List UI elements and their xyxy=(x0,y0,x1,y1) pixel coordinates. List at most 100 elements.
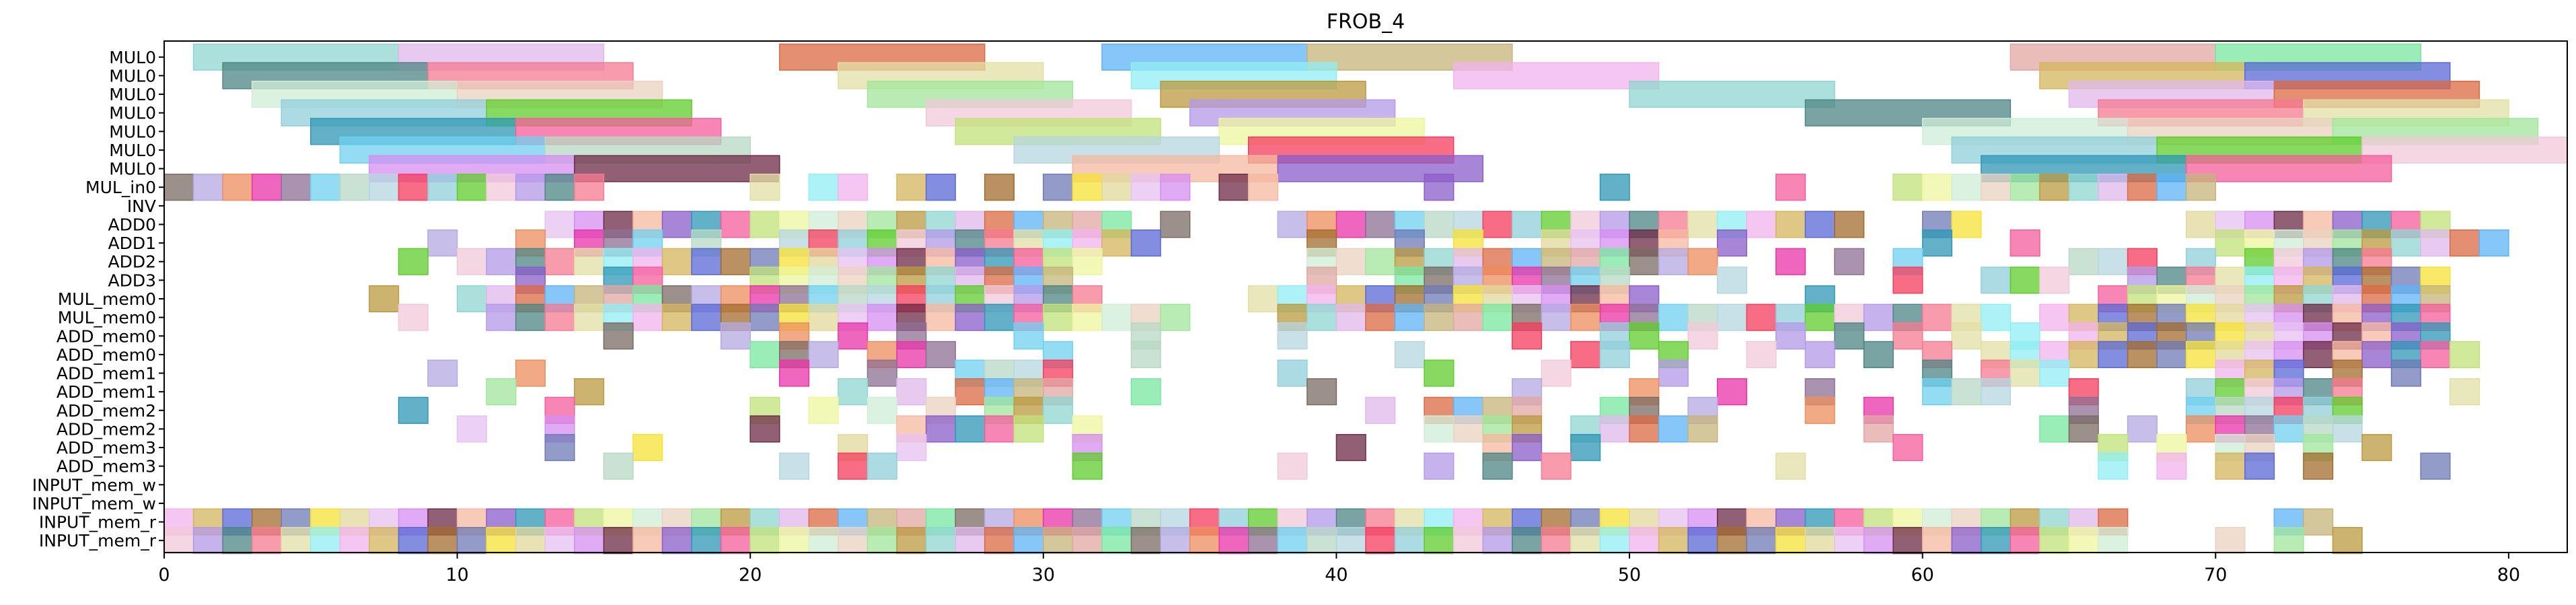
gantt-bar xyxy=(1335,433,1366,462)
gantt-bar xyxy=(574,378,605,406)
gantt-bar xyxy=(339,174,370,201)
gantt-bar xyxy=(1335,211,1366,238)
gantt-bar xyxy=(779,527,810,555)
y-tick-label: ADD_mem0 xyxy=(57,326,156,346)
gantt-bar xyxy=(1981,304,2012,331)
gantt-bar xyxy=(1394,304,1425,331)
gantt-bar xyxy=(1452,304,1483,331)
gantt-bar xyxy=(1424,527,1455,555)
gantt-bar xyxy=(2039,266,2070,294)
gantt-bar xyxy=(544,527,575,555)
gantt-bar xyxy=(1599,341,1630,368)
gantt-bar xyxy=(2039,174,2070,201)
gantt-bar xyxy=(1599,415,1630,443)
gantt-bar xyxy=(1804,527,1835,555)
gantt-bar xyxy=(749,304,780,331)
gantt-bar xyxy=(749,211,780,238)
gantt-bar xyxy=(1424,211,1455,238)
gantt-bar xyxy=(749,415,780,443)
gantt-bar xyxy=(2098,452,2129,480)
gantt-bar xyxy=(456,174,487,201)
gantt-bar xyxy=(1452,415,1483,443)
gantt-bar xyxy=(544,304,575,331)
gantt-bar xyxy=(281,527,311,555)
gantt-bar xyxy=(1072,304,1103,331)
gantt-bar xyxy=(2332,527,2363,555)
gantt-bar xyxy=(2068,174,2099,201)
gantt-bar xyxy=(2010,174,2040,201)
gantt-bar xyxy=(925,527,956,555)
gantt-bar xyxy=(2244,452,2275,480)
gantt-bar xyxy=(1160,527,1191,555)
y-tick-label: INPUT_mem_r xyxy=(39,513,157,532)
gantt-bar xyxy=(2185,174,2217,201)
gantt-bar xyxy=(456,415,487,443)
gantt-bar xyxy=(1716,304,1748,331)
y-tick-label: MUL0 xyxy=(109,66,156,85)
gantt-bar xyxy=(398,396,429,424)
gantt-bar xyxy=(2098,248,2129,275)
gantt-bar xyxy=(1072,527,1103,555)
gantt-bar xyxy=(1804,341,1835,368)
gantt-bar xyxy=(720,322,751,350)
gantt-bar xyxy=(1951,378,1982,406)
gantt-bar xyxy=(427,527,458,555)
gantt-bar xyxy=(1482,527,1513,555)
gantt-bar xyxy=(1921,527,1952,555)
gantt-bar xyxy=(2390,229,2421,257)
gantt-bar xyxy=(369,285,400,313)
y-tick-label: ADD_mem1 xyxy=(57,382,156,402)
gantt-bar xyxy=(632,527,663,555)
gantt-bar xyxy=(691,527,722,555)
gantt-bar xyxy=(1482,304,1513,331)
gantt-bar xyxy=(398,527,429,555)
x-tick-label: 40 xyxy=(1325,565,1348,585)
gantt-bar xyxy=(808,396,839,424)
gantt-bar xyxy=(1043,527,1074,555)
gantt-bar xyxy=(1981,527,2012,555)
gantt-bar xyxy=(867,359,897,387)
gantt-bar xyxy=(1043,304,1074,331)
gantt-bar xyxy=(1130,229,1161,257)
gantt-bar xyxy=(1335,248,1366,275)
gantt-bar xyxy=(1248,174,1279,201)
x-tick-label: 70 xyxy=(2204,565,2227,585)
gantt-bar xyxy=(2127,415,2158,443)
y-tick-label: MUL0 xyxy=(109,85,156,104)
gantt-bar xyxy=(1775,452,1806,480)
gantt-bar xyxy=(661,248,692,275)
gantt-bar xyxy=(1452,62,1660,90)
y-tick-label: INPUT_mem_w xyxy=(32,494,156,513)
y-tick-label: MUL_mem0 xyxy=(58,308,156,328)
gantt-bar xyxy=(896,433,927,462)
gantt-bar xyxy=(867,527,897,555)
gantt-bar xyxy=(1277,359,1308,387)
gantt-bar xyxy=(749,341,780,368)
gantt-bar xyxy=(1687,322,1718,350)
gantt-bar xyxy=(1570,433,1601,462)
gantt-bar xyxy=(163,174,194,201)
gantt-bar xyxy=(1804,304,1835,331)
gantt-bar xyxy=(574,248,605,275)
gantt-bar xyxy=(779,359,810,387)
y-tick-label: ADD2 xyxy=(108,252,156,272)
gantt-bar xyxy=(1892,266,1923,294)
gantt-bar xyxy=(486,174,517,201)
y-tick-label: MUL0 xyxy=(109,159,156,179)
bars-layer xyxy=(163,43,2568,555)
y-tick-label: ADD1 xyxy=(108,234,156,253)
gantt-bar xyxy=(427,174,458,201)
gantt-bar xyxy=(749,527,780,555)
gantt-bar xyxy=(1072,174,1103,201)
gantt-bar xyxy=(1658,527,1689,555)
gantt-bar xyxy=(691,304,722,331)
gantt-bar xyxy=(1277,322,1308,350)
gantt-bar xyxy=(1365,527,1396,555)
gantt-bar xyxy=(1687,527,1718,555)
gantt-bar xyxy=(2215,527,2246,555)
gantt-bar xyxy=(1716,229,1748,257)
gantt-bar xyxy=(1541,452,1572,480)
gantt-bar xyxy=(808,174,839,201)
gantt-bar xyxy=(1863,415,1894,443)
gantt-bar xyxy=(398,248,429,275)
